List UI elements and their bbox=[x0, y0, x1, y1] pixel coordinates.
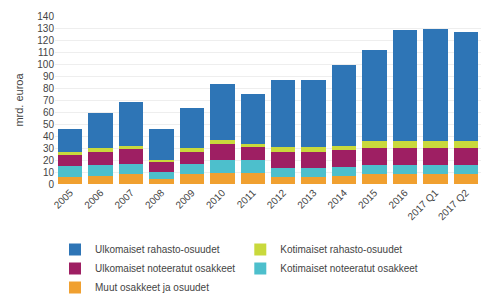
svg-text:2005: 2005 bbox=[52, 187, 76, 211]
svg-text:Muut osakkeet ja osuudet: Muut osakkeet ja osuudet bbox=[95, 282, 209, 293]
svg-text:2017 Q1: 2017 Q1 bbox=[405, 187, 440, 222]
svg-text:50: 50 bbox=[43, 119, 55, 130]
svg-text:90: 90 bbox=[43, 71, 55, 82]
svg-text:40: 40 bbox=[43, 131, 55, 142]
svg-text:140: 140 bbox=[37, 11, 54, 22]
svg-text:2014: 2014 bbox=[326, 187, 350, 211]
svg-text:0: 0 bbox=[48, 179, 54, 190]
svg-text:2015: 2015 bbox=[356, 187, 380, 211]
svg-text:70: 70 bbox=[43, 95, 55, 106]
svg-text:110: 110 bbox=[38, 47, 54, 58]
svg-text:Ulkomaiset rahasto-osuudet: Ulkomaiset rahasto-osuudet bbox=[95, 244, 220, 255]
svg-text:mrd. euroa: mrd. euroa bbox=[13, 73, 25, 127]
svg-text:120: 120 bbox=[37, 35, 54, 46]
svg-text:100: 100 bbox=[37, 59, 54, 70]
svg-text:2006: 2006 bbox=[82, 187, 106, 211]
svg-text:60: 60 bbox=[43, 107, 55, 118]
svg-text:2009: 2009 bbox=[173, 187, 197, 211]
svg-text:Ulkomaiset noteeratut osakkeet: Ulkomaiset noteeratut osakkeet bbox=[95, 263, 235, 274]
svg-text:2010: 2010 bbox=[204, 187, 228, 211]
svg-text:2007: 2007 bbox=[113, 187, 137, 211]
svg-text:10: 10 bbox=[43, 167, 55, 178]
svg-text:2012: 2012 bbox=[265, 187, 289, 211]
svg-text:Kotimaiset noteeratut osakkeet: Kotimaiset noteeratut osakkeet bbox=[280, 263, 418, 274]
svg-text:2013: 2013 bbox=[295, 187, 319, 211]
svg-text:Kotimaiset rahasto-osuudet: Kotimaiset rahasto-osuudet bbox=[280, 244, 402, 255]
svg-text:30: 30 bbox=[43, 143, 55, 154]
svg-text:2011: 2011 bbox=[235, 187, 258, 210]
svg-text:2017 Q2: 2017 Q2 bbox=[436, 187, 471, 222]
svg-text:80: 80 bbox=[43, 83, 55, 94]
svg-text:2008: 2008 bbox=[143, 187, 167, 211]
svg-text:2016: 2016 bbox=[386, 187, 410, 211]
svg-text:20: 20 bbox=[43, 155, 55, 166]
svg-text:130: 130 bbox=[37, 23, 54, 34]
